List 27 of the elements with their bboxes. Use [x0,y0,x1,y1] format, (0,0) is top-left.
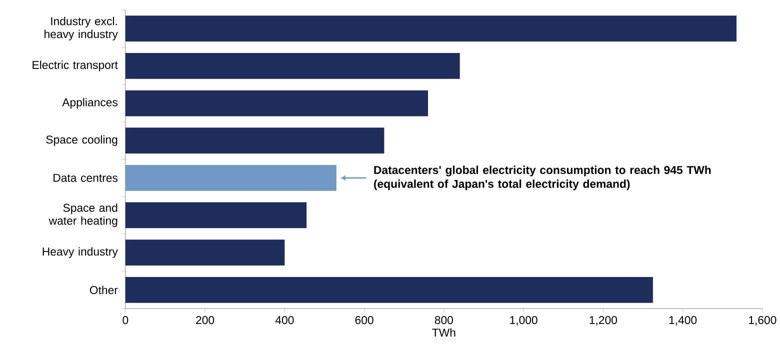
x-tick-label: 0 [122,316,128,324]
x-tick-label: 1,200 [590,316,617,326]
y-tick-label: Other [90,286,118,294]
y-tick-label: Heavy industry [42,247,118,258]
x-axis-title: TWh [432,328,456,336]
bar [125,164,336,191]
x-tick-label: 400 [275,316,294,324]
x-tick-label: 1,000 [510,316,538,326]
annotation: Datacenters' global electricity consumption to reach 945 TWh (equivalent of Japan's total electricity demand) [374,166,711,190]
x-tick-label: 1,400 [669,316,697,326]
x-tick-label: 600 [355,316,374,324]
y-tick-label: Electric transport [32,60,118,72]
bar [125,90,428,116]
bar [125,202,307,228]
bar [125,127,384,154]
bar [125,52,460,79]
bar [125,16,737,42]
x-tick-label: 200 [196,316,214,324]
y-tick-label: Space cooling [46,135,118,146]
y-tick-label: Data centres [54,174,118,182]
x-tick-label: 800 [434,316,453,324]
bar [125,276,653,303]
y-tick-label: Industry excl. heavy industry [44,16,118,40]
y-tick-label: Appliances [62,98,118,108]
y-tick-label: Space and water heating [48,203,118,227]
x-tick-label: 1,600 [749,316,776,326]
bar [125,239,285,266]
